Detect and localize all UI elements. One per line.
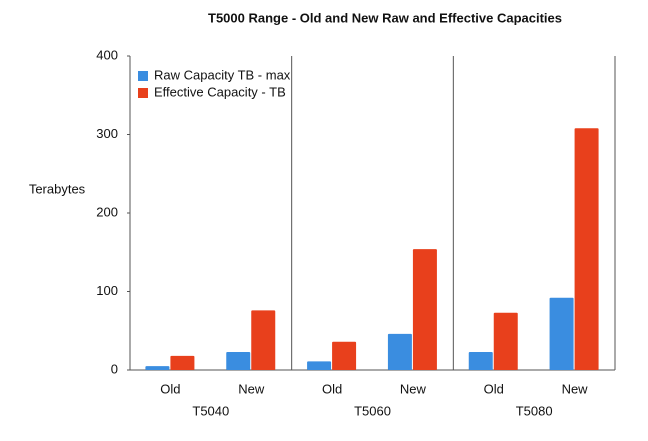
y-tick-label: 400	[96, 47, 118, 62]
group-label: T5040	[192, 403, 229, 418]
bar	[251, 310, 276, 370]
bar	[468, 351, 493, 370]
group-label: T5080	[516, 403, 553, 418]
x-tick-label: Old	[322, 381, 342, 396]
legend-label: Raw Capacity TB - max	[154, 67, 291, 82]
x-tick-label: Old	[160, 381, 180, 396]
x-tick-label: Old	[484, 381, 504, 396]
legend-swatch	[138, 88, 148, 98]
y-axis-label: Terabytes	[29, 181, 86, 196]
bar	[145, 366, 170, 370]
chart-title: T5000 Range - Old and New Raw and Effect…	[208, 10, 562, 25]
bar	[412, 249, 437, 370]
bar	[549, 297, 574, 370]
legend-label: Effective Capacity - TB	[154, 84, 286, 99]
x-tick-label: New	[400, 381, 427, 396]
bar	[226, 351, 251, 370]
bar	[170, 355, 195, 370]
y-tick-label: 300	[96, 126, 118, 141]
bar	[307, 361, 332, 370]
y-tick-label: 100	[96, 283, 118, 298]
y-tick-label: 0	[111, 361, 118, 376]
x-tick-label: New	[562, 381, 589, 396]
legend-swatch	[138, 71, 148, 81]
bar	[574, 128, 599, 370]
bar	[387, 333, 412, 370]
x-tick-label: New	[238, 381, 265, 396]
y-tick-label: 200	[96, 204, 118, 219]
bar	[332, 341, 357, 370]
group-label: T5060	[354, 403, 391, 418]
bar	[493, 312, 518, 370]
